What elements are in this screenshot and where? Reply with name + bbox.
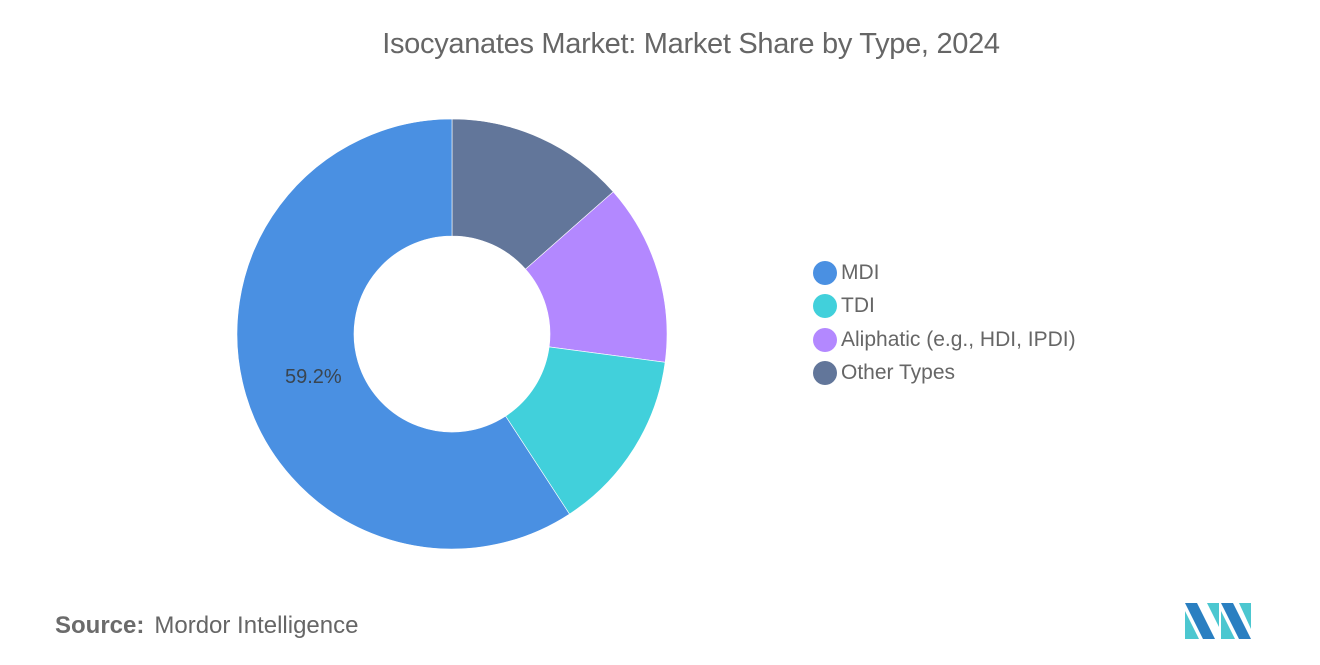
legend-swatch-icon	[813, 327, 837, 352]
legend-item-tdi[interactable]: TDI	[813, 290, 1076, 324]
legend-item-aliphatic[interactable]: Aliphatic (e.g., HDI, IPDI)	[813, 323, 1076, 357]
mordor-logo-icon	[1185, 603, 1251, 639]
legend-label: MDI	[841, 260, 880, 284]
legend-item-other-types[interactable]: Other Types	[813, 357, 1076, 391]
legend-swatch-icon	[813, 294, 837, 319]
donut-slice-aliphatic-e-g-hdi-ipdi[interactable]	[525, 191, 668, 363]
donut-slice-tdi[interactable]	[505, 346, 666, 515]
donut-slice-mdi[interactable]	[236, 118, 570, 550]
legend-label: Other Types	[841, 361, 956, 385]
legend-swatch-icon	[813, 361, 837, 386]
legend: MDI TDI Aliphatic (e.g., HDI, IPDI) Othe…	[813, 256, 1076, 390]
source-value: Mordor Intelligence	[154, 612, 359, 639]
legend-label: TDI	[841, 294, 875, 318]
legend-item-mdi[interactable]: MDI	[813, 256, 1076, 290]
donut-slices	[236, 118, 668, 550]
source-key: Source:	[55, 612, 145, 639]
source-note: Source: Mordor Intelligence	[55, 612, 358, 640]
legend-swatch-icon	[813, 260, 837, 285]
slice-label-mdi: 59.2%	[285, 366, 342, 388]
chart-title: Isocyanates Market: Market Share by Type…	[382, 28, 1000, 60]
legend-label: Aliphatic (e.g., HDI, IPDI)	[841, 327, 1076, 351]
